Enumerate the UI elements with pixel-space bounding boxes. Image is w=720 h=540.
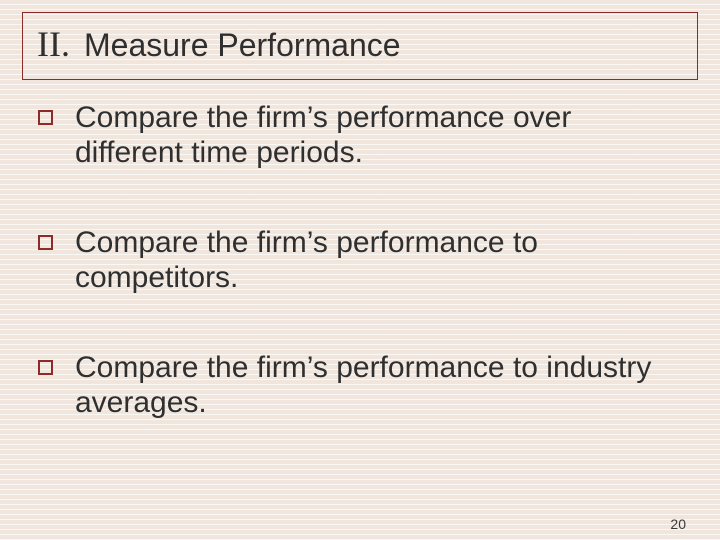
title-box: II. Measure Performance	[22, 12, 698, 80]
list-item: Compare the firm’s performance over diff…	[38, 100, 680, 171]
bullet-text: Compare the firm’s performance to compet…	[75, 225, 680, 296]
bullet-list: Compare the firm’s performance over diff…	[38, 100, 680, 474]
title-row: II. Measure Performance	[37, 23, 683, 65]
square-bullet-icon	[38, 235, 53, 250]
title-numeral: II.	[37, 23, 70, 65]
square-bullet-icon	[38, 110, 53, 125]
list-item: Compare the firm’s performance to compet…	[38, 225, 680, 296]
title-text: Measure Performance	[84, 27, 401, 64]
list-item: Compare the firm’s performance to indust…	[38, 350, 680, 421]
square-bullet-icon	[38, 360, 53, 375]
page-number: 20	[670, 516, 686, 532]
bullet-text: Compare the firm’s performance over diff…	[75, 100, 680, 171]
bullet-text: Compare the firm’s performance to indust…	[75, 350, 680, 421]
